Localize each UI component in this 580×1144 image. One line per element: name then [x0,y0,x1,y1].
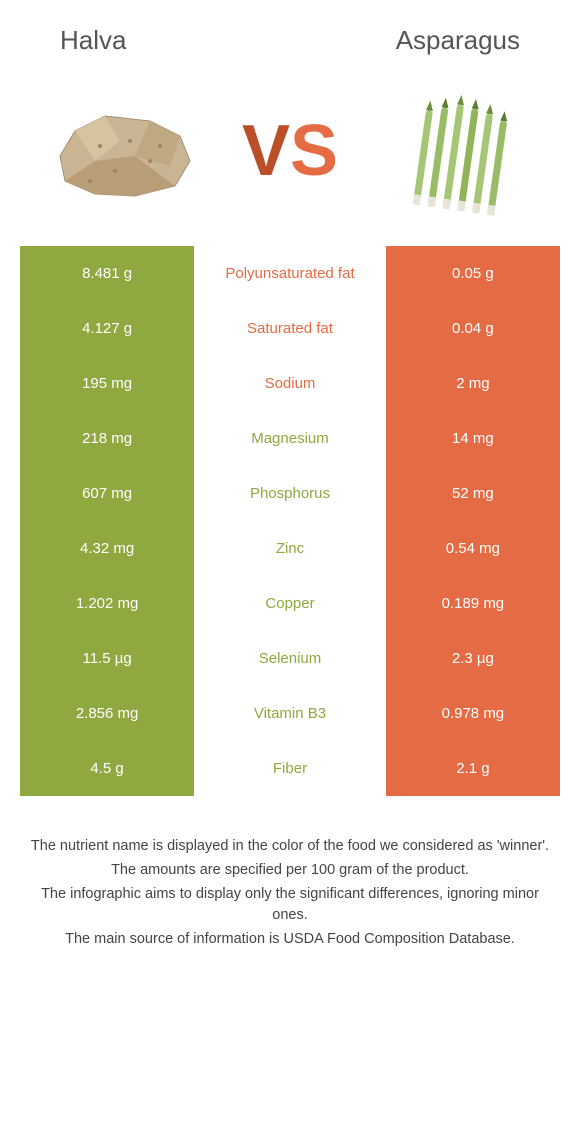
nutrient-label: Vitamin B3 [194,686,386,741]
nutrient-row: 195 mgSodium2 mg [20,356,560,411]
nutrient-row: 607 mgPhosphorus52 mg [20,466,560,521]
right-value: 0.54 mg [386,521,560,576]
images-row: VS [0,66,580,246]
vs-label: VS [242,110,338,192]
right-value: 2 mg [386,356,560,411]
right-value: 0.978 mg [386,686,560,741]
left-value: 8.481 g [20,246,194,301]
nutrient-label: Sodium [194,356,386,411]
food-left-title: Halva [60,25,126,56]
right-value: 2.3 µg [386,631,560,686]
left-value: 4.5 g [20,741,194,796]
nutrient-label: Zinc [194,521,386,576]
right-value: 2.1 g [386,741,560,796]
nutrient-table: 8.481 gPolyunsaturated fat0.05 g4.127 gS… [20,246,560,796]
right-value: 0.189 mg [386,576,560,631]
nutrient-row: 4.5 gFiber2.1 g [20,741,560,796]
left-value: 4.32 mg [20,521,194,576]
nutrient-label: Polyunsaturated fat [194,246,386,301]
footnote-line: The amounts are specified per 100 gram o… [30,860,550,882]
nutrient-row: 11.5 µgSelenium2.3 µg [20,631,560,686]
header-titles: Halva Asparagus [0,0,580,66]
halva-image [40,86,210,216]
footnote-line: The nutrient name is displayed in the co… [30,836,550,858]
left-value: 607 mg [20,466,194,521]
left-value: 218 mg [20,411,194,466]
nutrient-row: 4.127 gSaturated fat0.04 g [20,301,560,356]
nutrient-row: 8.481 gPolyunsaturated fat0.05 g [20,246,560,301]
right-value: 0.05 g [386,246,560,301]
footnote-line: The infographic aims to display only the… [30,884,550,928]
right-value: 14 mg [386,411,560,466]
nutrient-row: 2.856 mgVitamin B30.978 mg [20,686,560,741]
food-right-title: Asparagus [396,25,520,56]
left-value: 11.5 µg [20,631,194,686]
asparagus-image [370,86,540,216]
left-value: 195 mg [20,356,194,411]
nutrient-label: Selenium [194,631,386,686]
nutrient-label: Saturated fat [194,301,386,356]
nutrient-row: 218 mgMagnesium14 mg [20,411,560,466]
nutrient-label: Copper [194,576,386,631]
left-value: 1.202 mg [20,576,194,631]
nutrient-label: Fiber [194,741,386,796]
nutrient-row: 1.202 mgCopper0.189 mg [20,576,560,631]
left-value: 2.856 mg [20,686,194,741]
right-value: 52 mg [386,466,560,521]
left-value: 4.127 g [20,301,194,356]
nutrient-label: Phosphorus [194,466,386,521]
right-value: 0.04 g [386,301,560,356]
footnotes: The nutrient name is displayed in the co… [0,796,580,973]
nutrient-label: Magnesium [194,411,386,466]
nutrient-row: 4.32 mgZinc0.54 mg [20,521,560,576]
footnote-line: The main source of information is USDA F… [30,929,550,951]
vs-s-letter: S [290,111,338,191]
vs-v-letter: V [242,111,290,191]
